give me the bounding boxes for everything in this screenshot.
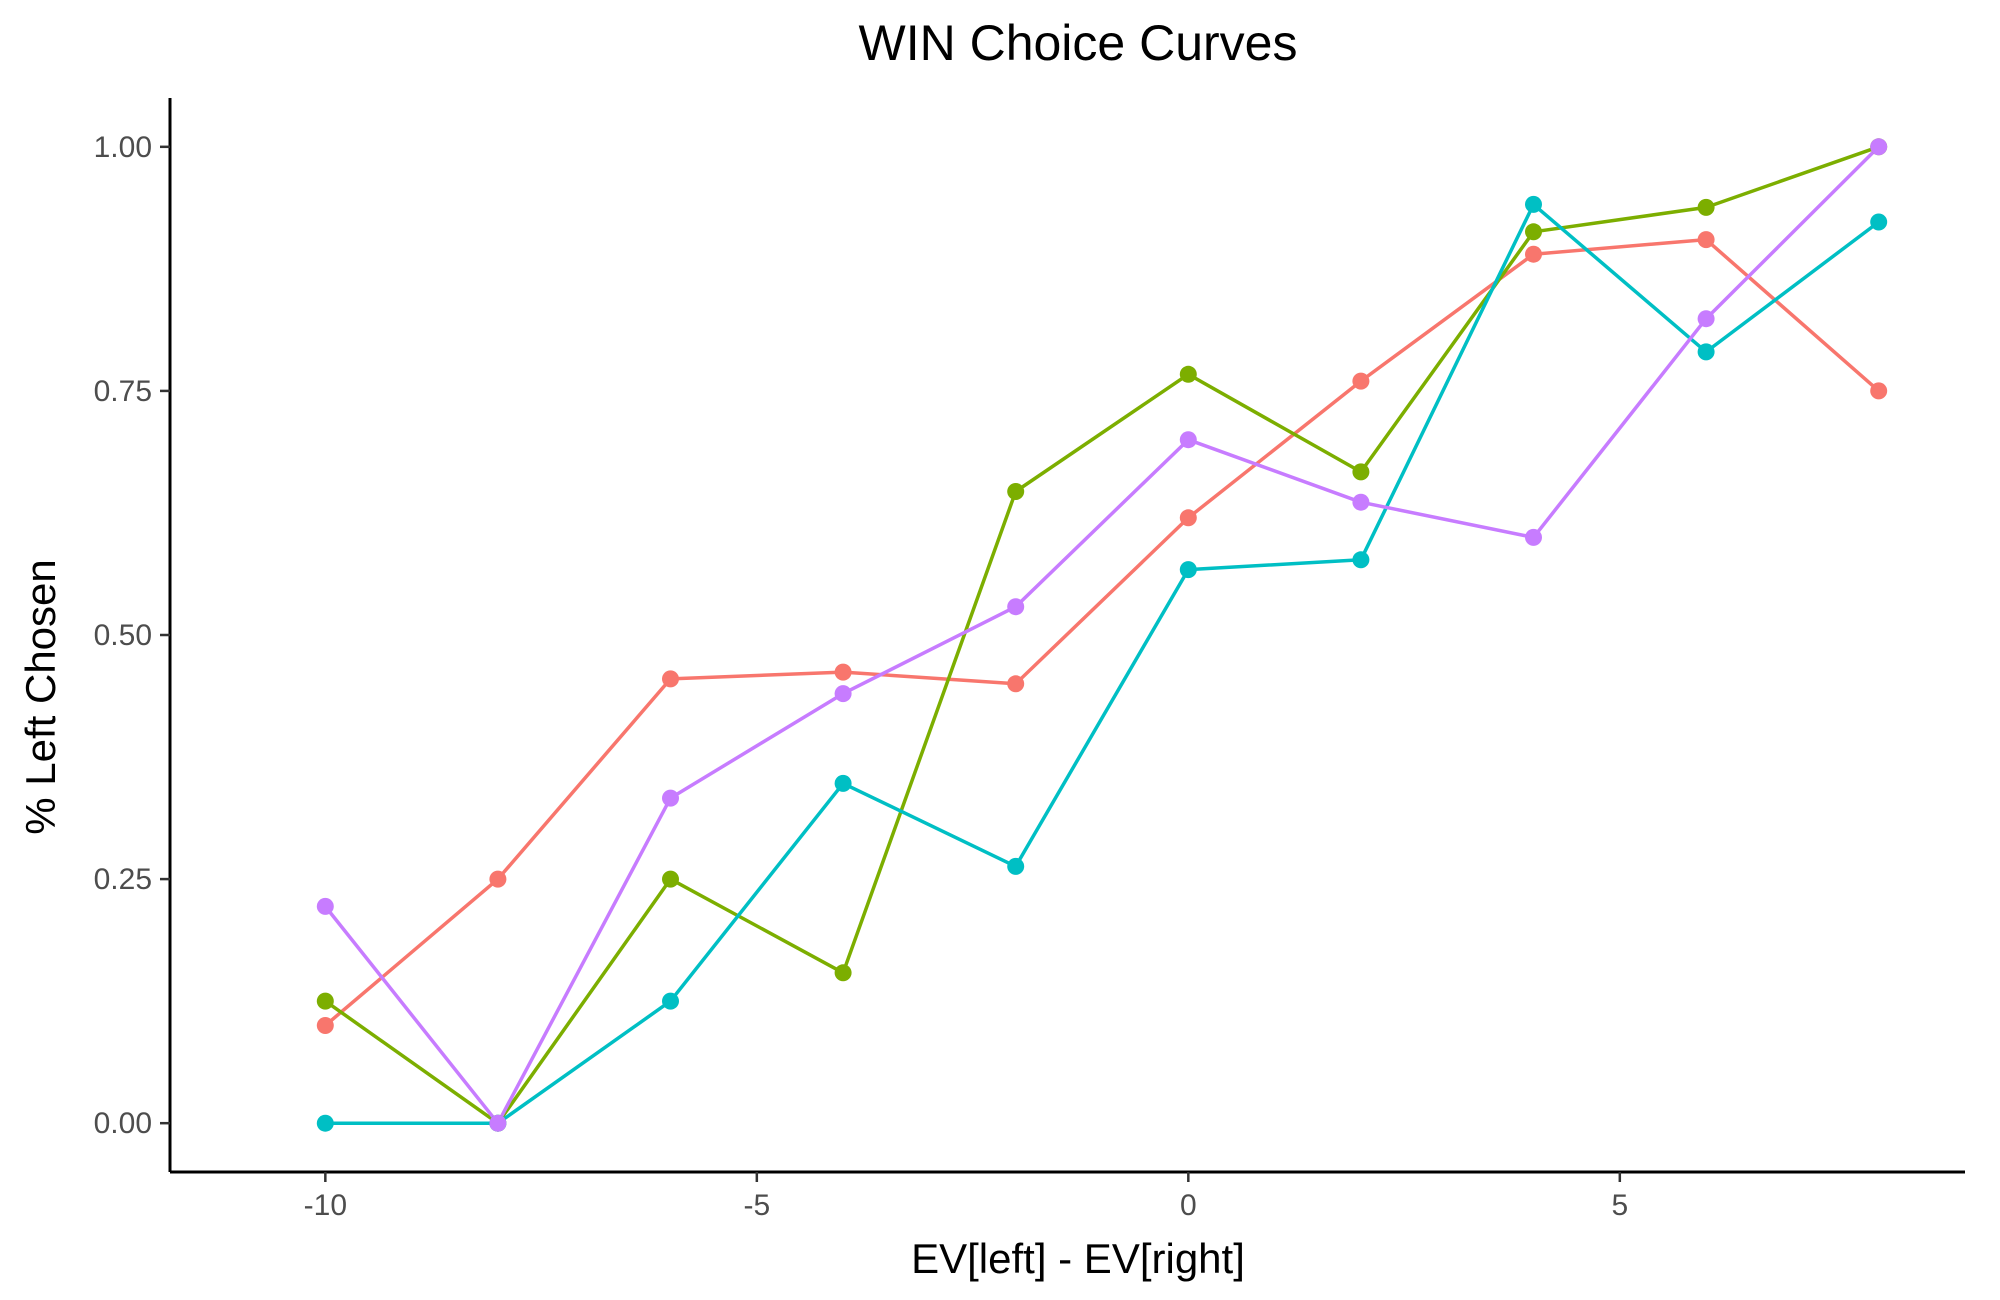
series-2-point <box>1179 365 1197 383</box>
series-1-point <box>1697 231 1715 249</box>
y-tick-label: 0.00 <box>94 1107 152 1140</box>
series-2-point <box>1525 223 1542 241</box>
series-4-point <box>1007 598 1025 616</box>
y-tick-label: 0.25 <box>94 863 152 896</box>
x-tick-label: 0 <box>1180 1189 1197 1222</box>
series-3-point <box>1179 561 1197 579</box>
series-4-point <box>662 789 679 807</box>
series-3-point <box>662 992 679 1010</box>
series-1-point <box>662 670 679 688</box>
x-tick-label: -5 <box>743 1189 770 1222</box>
series-2-point <box>1007 483 1025 500</box>
y-tick-label: 0.75 <box>94 375 152 408</box>
series-2-point <box>662 870 679 888</box>
y-tick-label: 1.00 <box>94 131 152 164</box>
series-4-point <box>489 1114 507 1132</box>
series-2-point <box>1697 198 1715 216</box>
y-tick-label: 0.50 <box>94 619 152 652</box>
series-line-3 <box>325 202 1880 1125</box>
series-4-point <box>1525 528 1542 546</box>
chart-title: WIN Choice Curves <box>859 15 1298 71</box>
series-1-point <box>1179 509 1197 527</box>
series-4-point <box>316 897 334 915</box>
series-3-point <box>1525 195 1542 213</box>
series-line-4 <box>323 145 1880 1125</box>
series-2-point <box>834 964 852 982</box>
series-1-point <box>489 870 507 888</box>
series-3-point <box>1870 213 1888 231</box>
x-tick-label: -10 <box>304 1189 347 1222</box>
series-4-point <box>834 685 852 703</box>
x-axis-title: EV[left] - EV[right] <box>911 1235 1245 1282</box>
series-3-point <box>316 1114 334 1132</box>
y-axis-title: % Left Chosen <box>17 559 64 835</box>
series-4-point <box>1870 138 1888 156</box>
series-1-point <box>834 663 852 681</box>
series-3-point <box>1697 343 1715 361</box>
series-3-point <box>1352 551 1370 569</box>
series-3-point <box>834 774 852 792</box>
series-1-point <box>1352 372 1370 390</box>
plot-area: -10 -5 0 5 0.00 0.25 0.50 0.75 1.00 <box>94 98 1965 1222</box>
series-line-1 <box>324 237 1880 1027</box>
series-4-point <box>1697 310 1715 328</box>
series-line-2 <box>324 145 1880 1125</box>
series-1-point <box>1525 245 1542 263</box>
series-4-point <box>1352 493 1370 511</box>
series-4-point <box>1179 431 1197 449</box>
series-1-point <box>1870 382 1888 400</box>
x-tick-label: 5 <box>1611 1189 1628 1222</box>
series-2-point <box>316 992 334 1010</box>
series-1-point <box>1007 675 1025 693</box>
series-2-point <box>1352 463 1370 481</box>
series-1-point <box>316 1017 334 1034</box>
series-3-point <box>1007 857 1025 875</box>
